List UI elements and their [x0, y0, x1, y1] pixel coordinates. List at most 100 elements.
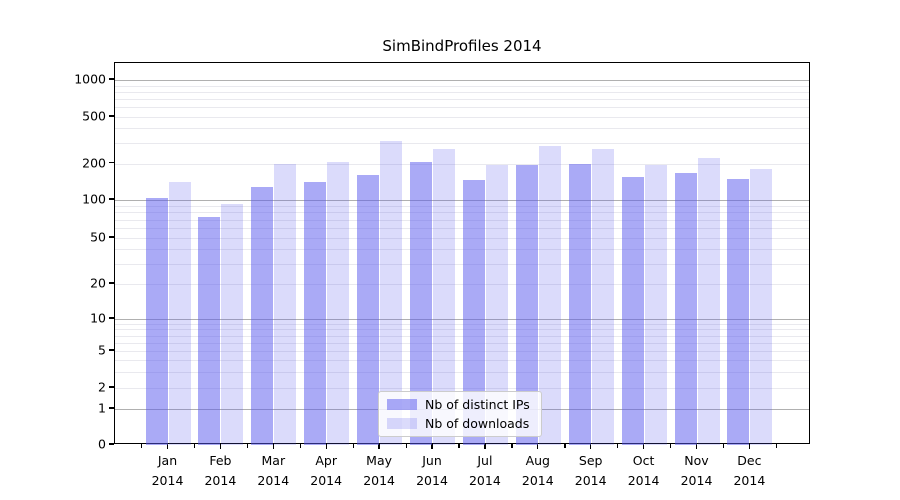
bar-jan-distinct-ips — [145, 197, 168, 445]
x-tick-label-dec: Dec 2014 — [733, 453, 766, 488]
bar-sep-distinct-ips — [568, 163, 591, 445]
gridline-3 — [115, 371, 809, 373]
bar-aug-downloads — [538, 145, 561, 445]
x-minor-tick-8 — [564, 444, 566, 448]
legend-swatch-downloads — [387, 418, 417, 429]
gridline-4 — [115, 360, 809, 361]
gridline-200 — [115, 163, 809, 165]
gridline-600 — [115, 107, 809, 109]
bar-nov-downloads — [697, 157, 720, 445]
gridline-10 — [115, 319, 809, 320]
x-tick-label-sep: Sep 2014 — [574, 453, 607, 488]
y-tick-label-1: 1 — [98, 400, 106, 416]
bar-jun-distinct-ips — [410, 161, 432, 445]
y-tick-1000 — [109, 78, 114, 80]
x-tick-mar — [272, 444, 274, 449]
bar-apr-distinct-ips — [304, 181, 327, 445]
y-tick-0 — [109, 443, 114, 445]
bar-dec-distinct-ips — [727, 178, 750, 445]
gridline-500 — [115, 117, 809, 118]
gridline-20 — [115, 284, 809, 285]
gridline-7 — [115, 335, 809, 337]
gridline-50 — [115, 238, 809, 239]
x-tick-may — [378, 444, 380, 449]
x-minor-tick-10 — [670, 444, 672, 448]
y-tick-label-100: 100 — [82, 191, 106, 207]
x-tick-label-may: May 2014 — [363, 453, 395, 488]
bar-nov-distinct-ips — [674, 172, 697, 445]
gridline-100 — [115, 200, 809, 201]
gridline-1000 — [115, 80, 809, 81]
x-minor-tick-7 — [511, 444, 513, 448]
y-tick-label-500: 500 — [82, 108, 106, 124]
x-minor-tick-2 — [246, 444, 249, 448]
bar-jun-downloads — [433, 148, 455, 445]
bar-mar-distinct-ips — [251, 187, 274, 445]
legend-entry-downloads: Nb of downloads — [387, 416, 533, 431]
x-tick-label-nov: Nov 2014 — [680, 453, 713, 488]
bar-mar-downloads — [274, 164, 297, 445]
gridline-800 — [115, 91, 809, 93]
gridline-700 — [115, 99, 809, 100]
gridline-60 — [115, 228, 809, 229]
x-tick-jun — [431, 444, 433, 449]
y-tick-100 — [109, 198, 114, 200]
x-minor-tick-3 — [299, 444, 302, 448]
gridline-70 — [115, 219, 809, 221]
x-tick-apr — [325, 444, 327, 449]
gridline-8 — [115, 329, 809, 331]
y-tick-500 — [109, 115, 114, 117]
bar-oct-downloads — [644, 164, 667, 445]
legend-label-downloads: Nb of downloads — [425, 416, 530, 431]
bar-feb-downloads — [221, 204, 244, 445]
x-minor-tick-6 — [458, 444, 460, 448]
x-tick-label-mar: Mar 2014 — [257, 453, 290, 488]
gridline-6 — [115, 342, 809, 344]
y-tick-200 — [109, 161, 114, 164]
y-tick-10 — [109, 317, 114, 319]
gridline-90 — [115, 205, 809, 207]
gridline-80 — [115, 212, 809, 214]
y-tick-label-200: 200 — [82, 155, 106, 170]
x-minor-tick-1 — [194, 444, 196, 448]
bar-aug-distinct-ips — [515, 164, 538, 445]
gridline-30 — [115, 263, 809, 265]
y-tick-2 — [109, 386, 114, 388]
gridline-900 — [115, 85, 809, 87]
bar-dec-downloads — [750, 169, 773, 445]
gridline-400 — [115, 128, 809, 130]
x-minor-tick-4 — [352, 444, 355, 448]
legend-swatch-distinct-ips — [387, 399, 417, 410]
x-tick-label-jan: Jan 2014 — [151, 453, 184, 488]
x-tick-label-apr: Apr 2014 — [310, 453, 343, 488]
y-tick-label-50: 50 — [90, 229, 106, 245]
bar-jan-downloads — [168, 181, 191, 445]
gridline-5 — [115, 351, 809, 352]
y-tick-label-0: 0 — [98, 436, 106, 452]
gridline-9 — [115, 323, 809, 325]
x-tick-label-jun: Jun 2014 — [416, 453, 448, 488]
x-minor-tick-9 — [617, 444, 619, 448]
legend-entry-distinct-ips: Nb of distinct IPs — [387, 397, 533, 412]
y-tick-label-20: 20 — [90, 275, 106, 291]
y-tick-label-5: 5 — [98, 342, 106, 358]
x-minor-tick-12 — [775, 444, 778, 448]
x-tick-jan — [166, 444, 169, 449]
y-tick-label-1000: 1000 — [74, 71, 106, 87]
bar-feb-distinct-ips — [198, 216, 221, 445]
y-tick-label-10: 10 — [90, 310, 106, 326]
x-tick-dec — [748, 444, 751, 449]
bar-may-distinct-ips — [357, 175, 380, 445]
bar-oct-distinct-ips — [621, 176, 644, 445]
bar-jul-downloads — [485, 165, 508, 445]
bar-sep-downloads — [591, 149, 614, 445]
x-tick-label-jul: Jul 2014 — [468, 453, 501, 488]
x-minor-tick-11 — [722, 444, 725, 448]
x-tick-jul — [484, 444, 486, 449]
x-tick-sep — [590, 444, 592, 449]
chart-title: SimBindProfiles 2014 — [382, 37, 542, 55]
x-tick-label-feb: Feb 2014 — [204, 453, 237, 488]
legend: Nb of distinct IPs Nb of downloads — [378, 391, 542, 437]
x-tick-nov — [695, 444, 698, 449]
